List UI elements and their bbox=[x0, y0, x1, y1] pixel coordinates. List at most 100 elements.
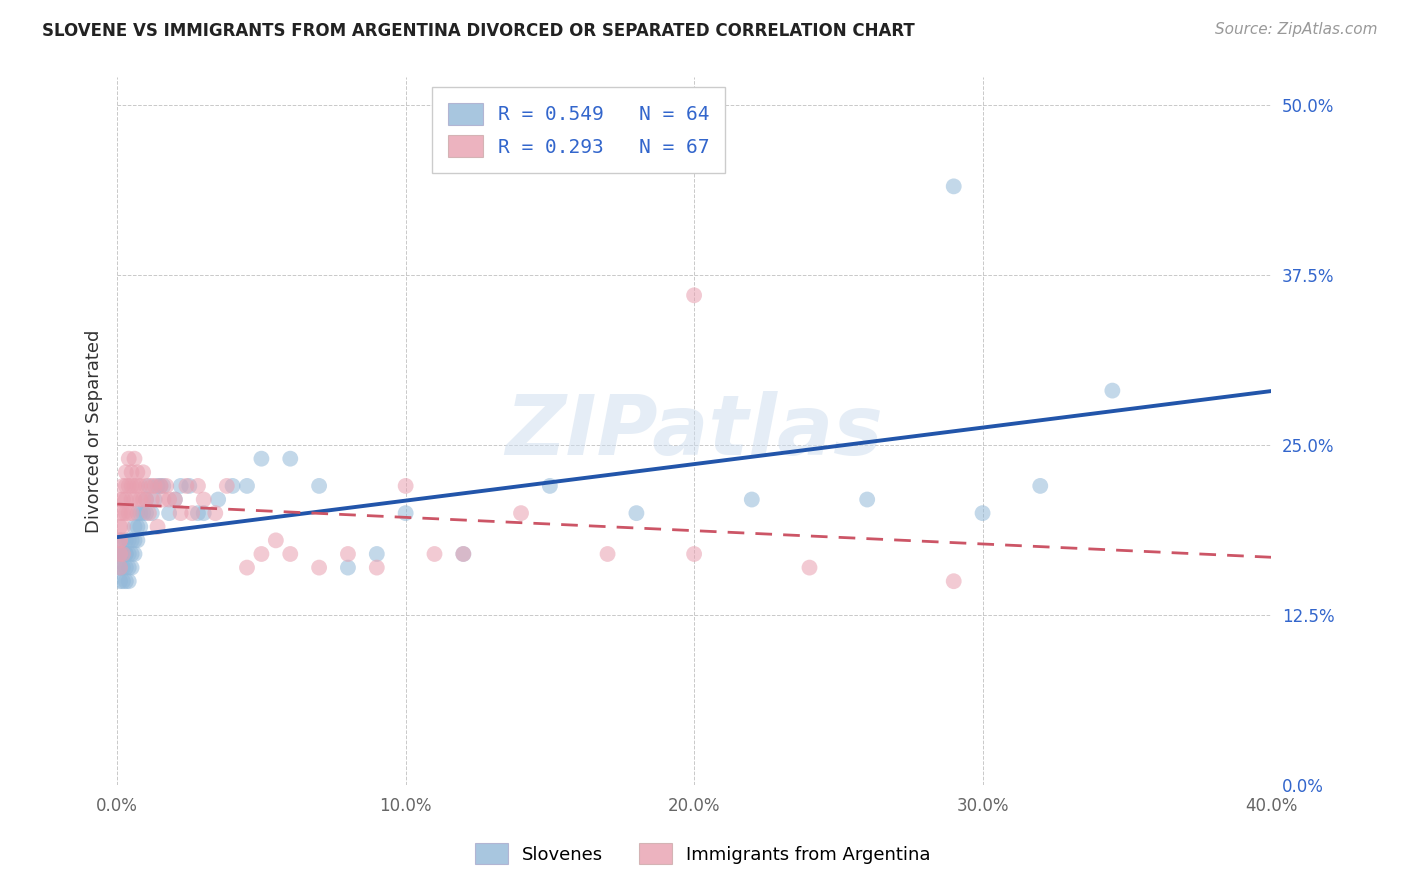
Point bbox=[121, 547, 143, 561]
Point bbox=[108, 560, 131, 574]
Point bbox=[1029, 479, 1052, 493]
Point bbox=[155, 479, 177, 493]
Point bbox=[336, 547, 359, 561]
Point bbox=[115, 574, 138, 589]
Point bbox=[149, 479, 172, 493]
Point bbox=[683, 547, 706, 561]
Legend: R = 0.549   N = 64, R = 0.293   N = 67: R = 0.549 N = 64, R = 0.293 N = 67 bbox=[432, 87, 725, 173]
Point bbox=[799, 560, 821, 574]
Point bbox=[135, 506, 157, 520]
Point bbox=[278, 547, 301, 561]
Point bbox=[972, 506, 994, 520]
Point bbox=[221, 479, 243, 493]
Point bbox=[115, 547, 138, 561]
Text: ZIPatlas: ZIPatlas bbox=[505, 391, 883, 472]
Point bbox=[395, 479, 418, 493]
Point bbox=[108, 547, 131, 561]
Point bbox=[124, 533, 146, 548]
Point bbox=[115, 547, 138, 561]
Point bbox=[250, 547, 273, 561]
Point bbox=[118, 533, 141, 548]
Point bbox=[115, 506, 138, 520]
Point bbox=[108, 547, 131, 561]
Point bbox=[423, 547, 446, 561]
Point bbox=[163, 492, 186, 507]
Point bbox=[121, 479, 143, 493]
Point bbox=[111, 520, 134, 534]
Point bbox=[741, 492, 763, 507]
Point bbox=[118, 574, 141, 589]
Point bbox=[127, 533, 149, 548]
Point bbox=[453, 547, 475, 561]
Point bbox=[683, 288, 706, 302]
Point bbox=[111, 547, 134, 561]
Point bbox=[626, 506, 648, 520]
Point bbox=[138, 506, 160, 520]
Point bbox=[129, 479, 152, 493]
Point bbox=[121, 560, 143, 574]
Point bbox=[204, 506, 226, 520]
Point bbox=[121, 506, 143, 520]
Point bbox=[118, 547, 141, 561]
Point bbox=[132, 492, 155, 507]
Point bbox=[152, 492, 174, 507]
Point bbox=[115, 492, 138, 507]
Point bbox=[118, 560, 141, 574]
Point bbox=[111, 574, 134, 589]
Point bbox=[108, 560, 131, 574]
Point bbox=[366, 560, 388, 574]
Point bbox=[193, 506, 215, 520]
Point bbox=[127, 465, 149, 479]
Point bbox=[236, 479, 259, 493]
Point bbox=[111, 533, 134, 548]
Point bbox=[129, 492, 152, 507]
Point bbox=[108, 547, 131, 561]
Point bbox=[108, 533, 131, 548]
Point bbox=[124, 547, 146, 561]
Point bbox=[132, 465, 155, 479]
Point bbox=[146, 479, 169, 493]
Point bbox=[146, 520, 169, 534]
Text: SLOVENE VS IMMIGRANTS FROM ARGENTINA DIVORCED OR SEPARATED CORRELATION CHART: SLOVENE VS IMMIGRANTS FROM ARGENTINA DIV… bbox=[42, 22, 915, 40]
Point bbox=[135, 492, 157, 507]
Point bbox=[132, 506, 155, 520]
Point bbox=[129, 520, 152, 534]
Point bbox=[129, 506, 152, 520]
Point bbox=[163, 492, 186, 507]
Point bbox=[108, 560, 131, 574]
Point bbox=[179, 479, 201, 493]
Point bbox=[149, 479, 172, 493]
Point bbox=[236, 560, 259, 574]
Point bbox=[176, 479, 198, 493]
Point bbox=[111, 479, 134, 493]
Point bbox=[207, 492, 229, 507]
Point bbox=[124, 520, 146, 534]
Point bbox=[596, 547, 619, 561]
Point bbox=[308, 479, 330, 493]
Y-axis label: Divorced or Separated: Divorced or Separated bbox=[86, 330, 103, 533]
Point bbox=[157, 506, 180, 520]
Point bbox=[127, 506, 149, 520]
Point bbox=[510, 506, 533, 520]
Point bbox=[135, 479, 157, 493]
Point bbox=[124, 492, 146, 507]
Point bbox=[115, 479, 138, 493]
Point bbox=[141, 506, 163, 520]
Point bbox=[453, 547, 475, 561]
Point bbox=[127, 479, 149, 493]
Point bbox=[124, 451, 146, 466]
Point bbox=[111, 506, 134, 520]
Point bbox=[108, 520, 131, 534]
Point bbox=[138, 479, 160, 493]
Point bbox=[127, 520, 149, 534]
Point bbox=[111, 492, 134, 507]
Point bbox=[336, 560, 359, 574]
Legend: Slovenes, Immigrants from Argentina: Slovenes, Immigrants from Argentina bbox=[461, 829, 945, 879]
Point bbox=[108, 533, 131, 548]
Point bbox=[942, 574, 965, 589]
Point bbox=[108, 533, 131, 548]
Point bbox=[115, 533, 138, 548]
Point bbox=[193, 492, 215, 507]
Point bbox=[135, 492, 157, 507]
Point bbox=[395, 506, 418, 520]
